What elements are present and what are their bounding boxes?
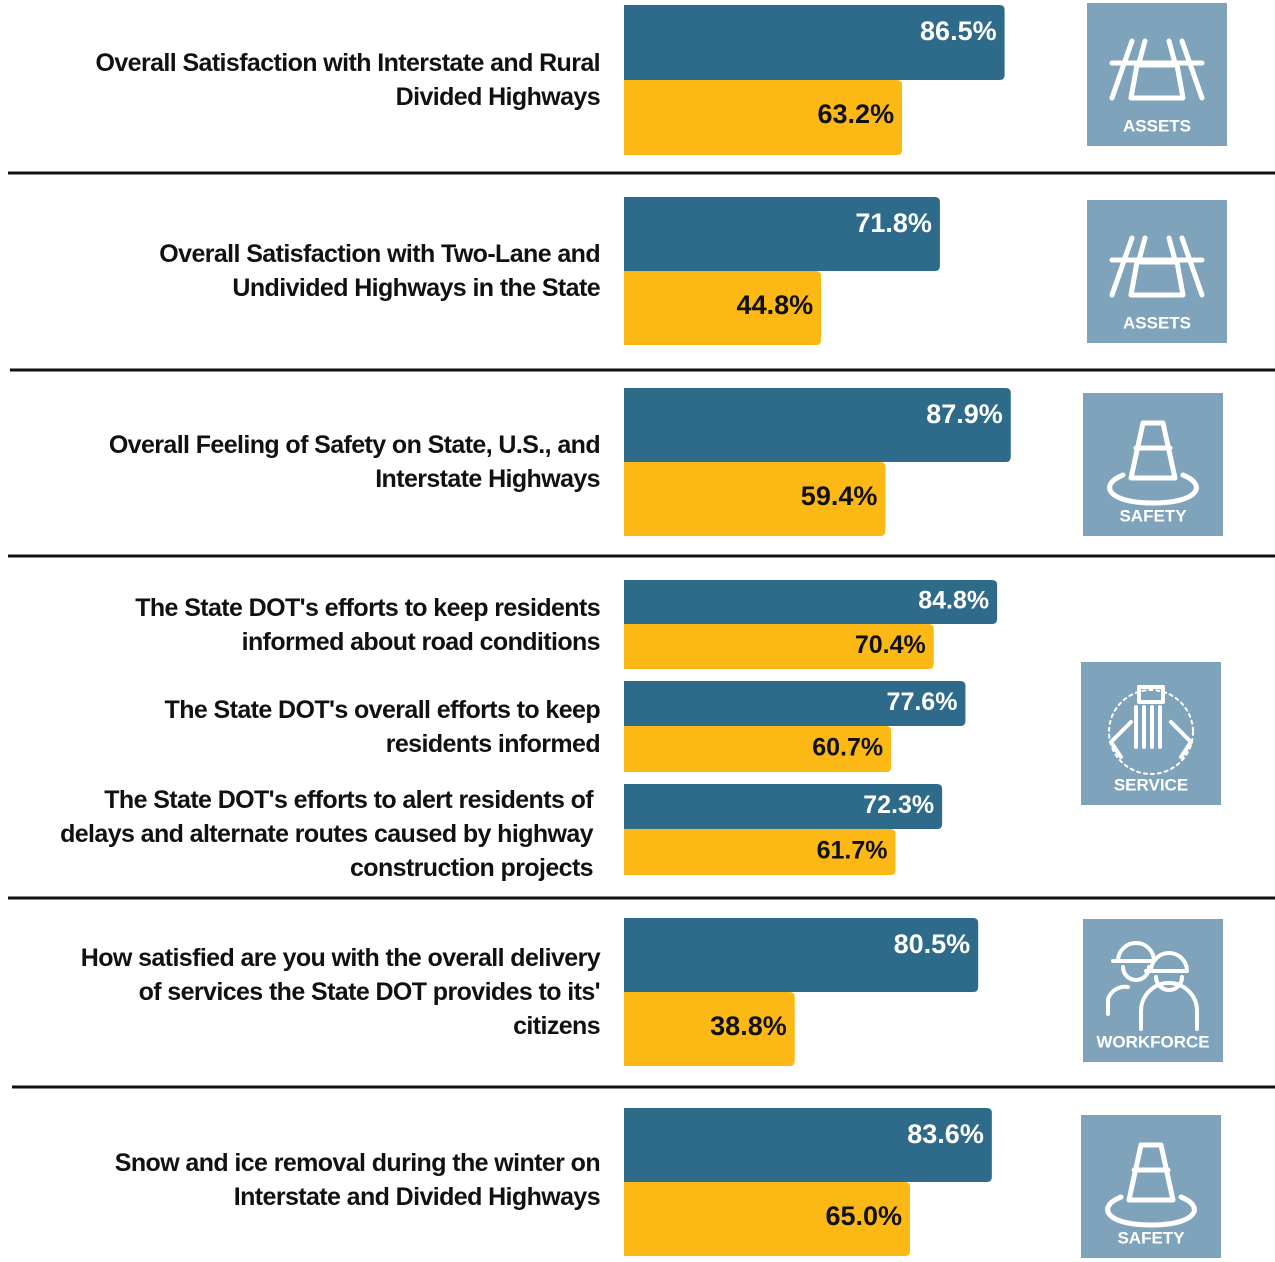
icon-box bbox=[1087, 3, 1227, 146]
icon-label: SAFETY bbox=[1119, 506, 1187, 525]
bar bbox=[624, 624, 934, 669]
icon: SAFETY bbox=[1081, 1115, 1221, 1258]
bar bbox=[624, 1182, 910, 1256]
value-label: 61.7% bbox=[817, 837, 888, 865]
value-label: 38.8% bbox=[710, 1011, 787, 1041]
icon-label: ASSETS bbox=[1123, 313, 1191, 332]
bar bbox=[624, 388, 1011, 462]
icon: SAFETY bbox=[1083, 393, 1223, 536]
bar bbox=[624, 5, 1005, 80]
category-label: Snow and ice removal during the winter o… bbox=[114, 1149, 601, 1211]
value-label: 72.3% bbox=[863, 791, 934, 819]
value-label: 71.8% bbox=[855, 208, 932, 238]
bar bbox=[624, 992, 795, 1066]
bar bbox=[624, 726, 892, 772]
bar bbox=[624, 784, 943, 829]
bar bbox=[624, 462, 886, 536]
bar bbox=[624, 80, 903, 155]
bar bbox=[624, 271, 822, 345]
bar bbox=[624, 829, 896, 875]
category-label: The State DOT's overall efforts to keep … bbox=[164, 695, 601, 758]
value-label: 83.6% bbox=[907, 1119, 984, 1149]
value-label: 87.9% bbox=[926, 399, 1003, 429]
icon: ASSETS bbox=[1087, 200, 1227, 343]
icon-box bbox=[1083, 919, 1223, 1062]
hands-icon bbox=[1109, 685, 1193, 759]
icon: SERVICE bbox=[1081, 662, 1221, 805]
value-label: 65.0% bbox=[825, 1201, 902, 1231]
icon-label: ASSETS bbox=[1123, 116, 1191, 135]
road-icon bbox=[1109, 235, 1205, 298]
bar bbox=[624, 681, 966, 726]
value-label: 86.5% bbox=[920, 16, 997, 46]
value-label: 80.5% bbox=[894, 929, 971, 959]
category-label: The State DOT's efforts to alert residen… bbox=[60, 786, 594, 882]
category-label: Overall Satisfaction with Interstate and… bbox=[95, 49, 601, 111]
hands-icon bbox=[1108, 689, 1194, 775]
category-label: Overall Satisfaction with Two-Lane and U… bbox=[159, 240, 600, 302]
road-icon bbox=[1109, 38, 1205, 101]
value-label: 60.7% bbox=[812, 734, 883, 762]
icon: ASSETS bbox=[1087, 3, 1227, 146]
value-label: 77.6% bbox=[887, 688, 958, 716]
icon-box bbox=[1083, 393, 1223, 536]
value-label: 44.8% bbox=[737, 290, 814, 320]
icon-label: SAFETY bbox=[1117, 1228, 1185, 1247]
icon: WORKFORCE bbox=[1083, 919, 1223, 1062]
category-label: How satisfied are you with the overall d… bbox=[80, 944, 601, 1040]
category-label: Overall Feeling of Safety on State, U.S.… bbox=[108, 431, 601, 493]
cone-icon bbox=[1107, 420, 1199, 506]
value-label: 59.4% bbox=[801, 481, 878, 511]
category-label: The State DOT's efforts to keep resident… bbox=[135, 593, 600, 656]
bar bbox=[624, 918, 979, 992]
workers-icon bbox=[1106, 941, 1199, 1031]
cone-icon bbox=[1105, 1142, 1197, 1228]
value-label: 63.2% bbox=[818, 99, 895, 129]
bar bbox=[624, 1108, 992, 1182]
icon-box bbox=[1087, 200, 1227, 343]
icon-label: SERVICE bbox=[1114, 775, 1188, 794]
bar bbox=[624, 197, 940, 271]
icon-label: WORKFORCE bbox=[1096, 1032, 1209, 1051]
bar bbox=[624, 580, 998, 624]
value-label: 84.8% bbox=[918, 587, 989, 615]
icon-box bbox=[1081, 1115, 1221, 1258]
value-label: 70.4% bbox=[855, 631, 926, 659]
